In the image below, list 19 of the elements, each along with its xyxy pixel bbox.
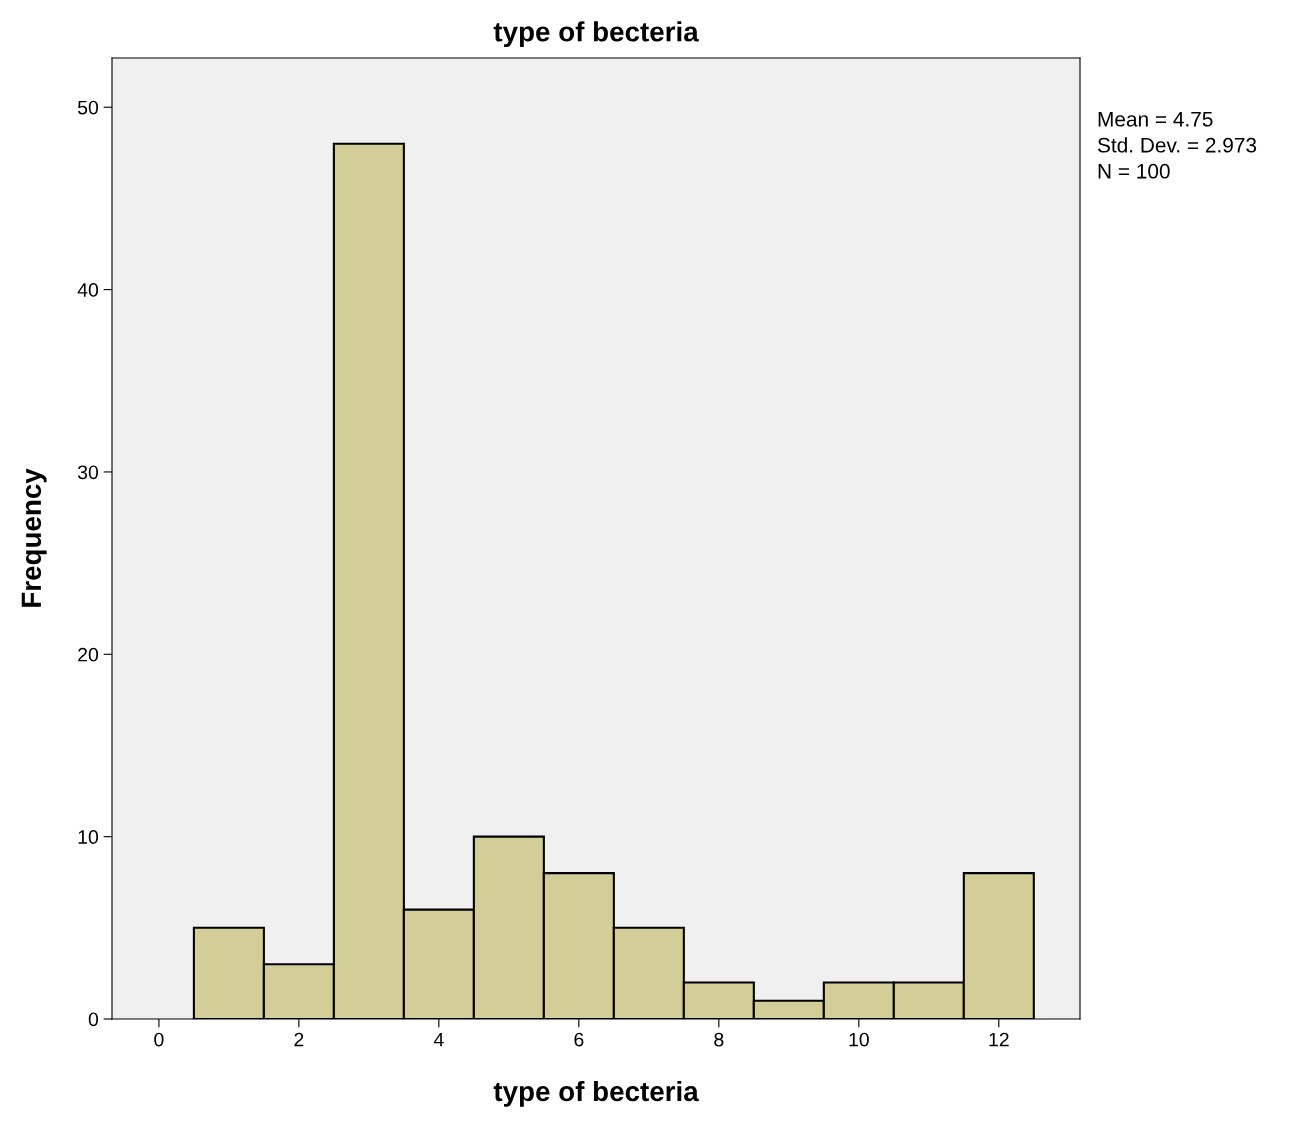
x-tick-label: 12 — [989, 1032, 1009, 1047]
y-tick-label: 0 — [88, 1012, 99, 1027]
text: N = 100 — [1098, 163, 1170, 179]
y-tick-label: 40 — [77, 283, 99, 297]
x-tick-label: 6 — [574, 1032, 584, 1047]
y-tick-label: 50 — [77, 100, 99, 115]
y-tick-label: 30 — [77, 465, 99, 480]
x-tick-label: 0 — [154, 1032, 164, 1047]
text: Mean = 4.75 — [1098, 112, 1213, 127]
chart-title: type of becteria — [493, 21, 699, 48]
x-tick-label: 2 — [294, 1032, 304, 1047]
x-tick-label: 10 — [849, 1032, 869, 1047]
x-tick-label: 4 — [433, 1032, 444, 1047]
y-tick-label: 20 — [78, 647, 99, 662]
y-axis-title: Frequency — [21, 468, 47, 607]
text: Std. Dev. = 2.973 — [1097, 137, 1257, 153]
y-tick-label: 10 — [78, 830, 99, 844]
x-tick-label: 8 — [714, 1032, 724, 1047]
x-axis-title: type of becteria — [493, 1080, 699, 1107]
